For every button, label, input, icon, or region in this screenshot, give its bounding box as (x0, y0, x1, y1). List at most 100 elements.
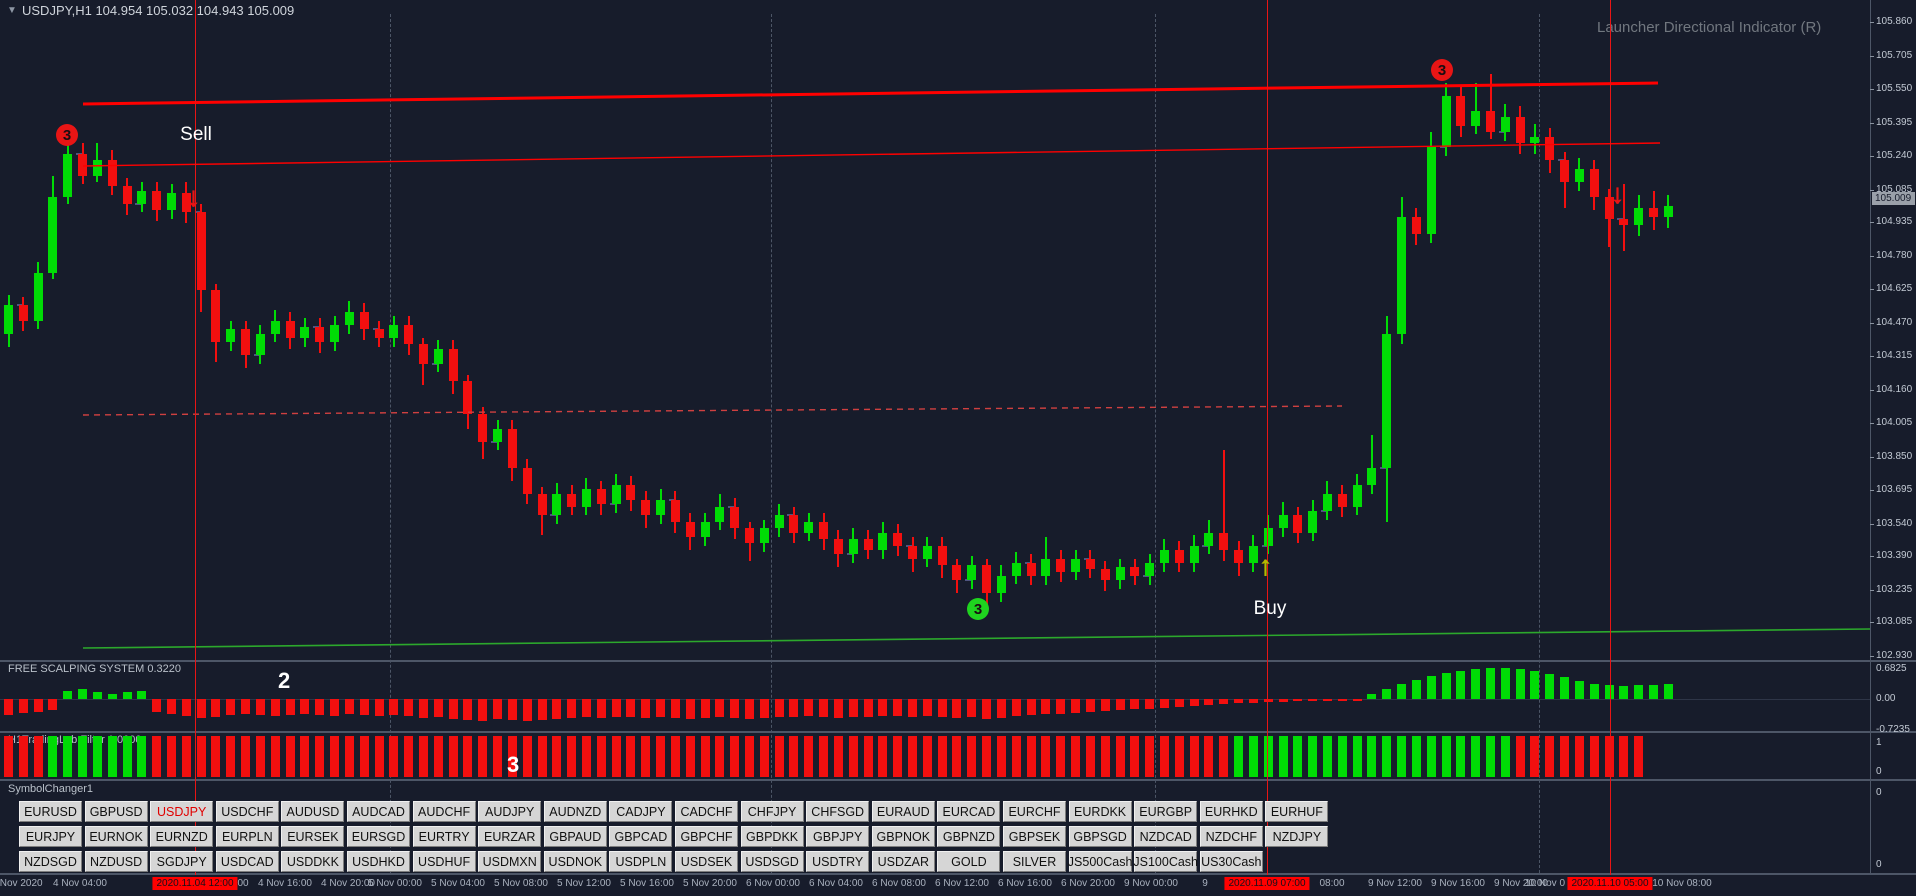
symbol-button-usdpln[interactable]: USDPLN (609, 851, 673, 872)
symbol-button-eurjpy[interactable]: EURJPY (19, 826, 82, 847)
symbol-button-gbpcad[interactable]: GBPCAD (609, 826, 673, 847)
symbol-button-eurtry[interactable]: EURTRY (412, 826, 476, 847)
time-axis-label[interactable]: 9 (1202, 878, 1208, 889)
symbol-button-gbpaud[interactable]: GBPAUD (543, 826, 607, 847)
symbol-button-euraud[interactable]: EURAUD (871, 801, 935, 822)
time-axis-label[interactable]: 9 Nov 20:00 (1494, 878, 1548, 889)
symbol-button-audnzd[interactable]: AUDNZD (543, 801, 607, 822)
price-axis-label[interactable]: 104.470 (1876, 316, 1913, 328)
symbol-button-audjpy[interactable]: AUDJPY (478, 801, 542, 822)
symbol-button-us30cash[interactable]: US30Cash (1199, 851, 1263, 872)
symbol-button-eurcad[interactable]: EURCAD (937, 801, 1001, 822)
time-axis-label[interactable]: 10 Nov 08:00 (1652, 878, 1712, 889)
symbol-button-eurhkd[interactable]: EURHKD (1199, 801, 1263, 822)
time-axis-label[interactable]: 4 Nov 20:00 (321, 878, 375, 889)
symbol-button-audcad[interactable]: AUDCAD (347, 801, 410, 822)
price-axis-label[interactable]: 104.315 (1876, 350, 1913, 362)
symbol-button-gbpsek[interactable]: GBPSEK (1003, 826, 1066, 847)
time-axis-label[interactable]: 5 Nov 08:00 (494, 878, 548, 889)
symbol-button-usdhkd[interactable]: USDHKD (347, 851, 410, 872)
time-axis-label[interactable]: 6 Nov 16:00 (998, 878, 1052, 889)
symbol-button-usdcad[interactable]: USDCAD (215, 851, 279, 872)
price-axis-label[interactable]: 102.930 (1876, 649, 1913, 661)
price-axis-label[interactable]: 105.240 (1876, 150, 1913, 162)
symbol-button-usdzar[interactable]: USDZAR (871, 851, 935, 872)
time-axis-label[interactable]: 6 Nov 00:00 (746, 878, 800, 889)
price-axis-label[interactable]: 104.005 (1876, 417, 1913, 429)
symbol-button-js500cash[interactable]: JS500Cash (1068, 851, 1132, 872)
symbol-button-gbpusd[interactable]: GBPUSD (84, 801, 148, 822)
symbol-button-gbpnzd[interactable]: GBPNZD (937, 826, 1001, 847)
price-axis-label[interactable]: 103.085 (1876, 616, 1913, 628)
symbol-button-eursgd[interactable]: EURSGD (347, 826, 410, 847)
chevron-down-icon[interactable]: ▼ (7, 5, 17, 16)
symbol-button-eurnok[interactable]: EURNOK (84, 826, 148, 847)
symbol-button-gold[interactable]: GOLD (937, 851, 1001, 872)
symbol-button-eurgbp[interactable]: EURGBP (1134, 801, 1198, 822)
symbol-button-nzdsgd[interactable]: NZDSGD (19, 851, 82, 872)
time-axis-label[interactable]: 5 Nov 20:00 (683, 878, 737, 889)
symbol-button-chfsgd[interactable]: CHFSGD (806, 801, 870, 822)
symbol-button-cadjpy[interactable]: CADJPY (609, 801, 673, 822)
price-axis-label[interactable]: 105.860 (1876, 16, 1913, 27)
time-axis-label[interactable]: 5 Nov 00:00 (368, 878, 422, 889)
time-axis-label[interactable]: 9 Nov 12:00 (1368, 878, 1422, 889)
price-axis-label[interactable]: 103.850 (1876, 450, 1913, 462)
symbol-button-eurhuf[interactable]: EURHUF (1265, 801, 1329, 822)
symbol-button-usdhuf[interactable]: USDHUF (412, 851, 476, 872)
separator-w2-w3[interactable] (0, 779, 1916, 781)
time-axis-label[interactable]: 4 Nov 04:00 (53, 878, 107, 889)
symbol-button-usdsek[interactable]: USDSEK (675, 851, 738, 872)
symbol-button-gbpjpy[interactable]: GBPJPY (806, 826, 870, 847)
time-axis-label[interactable]: 9 Nov 16:00 (1431, 878, 1485, 889)
symbol-button-usdjpy[interactable]: USDJPY (150, 801, 214, 822)
time-axis-label[interactable]: 5 Nov 04:00 (431, 878, 485, 889)
time-axis-label[interactable]: 6 Nov 04:00 (809, 878, 863, 889)
symbol-button-eurpln[interactable]: EURPLN (215, 826, 279, 847)
symbol-button-silver[interactable]: SILVER (1003, 851, 1066, 872)
price-axis-label[interactable]: 105.085 (1876, 183, 1913, 195)
time-axis-label[interactable]: 08:00 (1319, 878, 1345, 889)
price-axis-label[interactable]: 103.390 (1876, 550, 1913, 562)
price-axis-label[interactable]: 104.935 (1876, 216, 1913, 228)
price-axis-label[interactable]: 103.540 (1876, 517, 1913, 529)
symbol-button-gbpnok[interactable]: GBPNOK (871, 826, 935, 847)
price-axis-label[interactable]: 103.235 (1876, 583, 1913, 595)
symbol-button-usddkk[interactable]: USDDKK (281, 851, 345, 872)
time-axis-label[interactable]: 5 Nov 12:00 (557, 878, 611, 889)
symbol-button-eurusd[interactable]: EURUSD (19, 801, 82, 822)
separator-w1-w2[interactable] (0, 731, 1916, 733)
symbol-button-nzdusd[interactable]: NZDUSD (84, 851, 148, 872)
time-axis-label[interactable]: 00 (237, 878, 249, 889)
symbol-button-eurdkk[interactable]: EURDKK (1068, 801, 1132, 822)
price-axis-label[interactable]: 105.705 (1876, 49, 1913, 61)
price-axis-label[interactable]: 103.695 (1876, 484, 1913, 496)
price-axis-label[interactable]: 104.160 (1876, 383, 1913, 395)
symbol-button-usdchf[interactable]: USDCHF (215, 801, 279, 822)
symbol-button-sgdjpy[interactable]: SGDJPY (150, 851, 214, 872)
symbol-button-js100cash[interactable]: JS100Cash (1133, 851, 1198, 872)
time-axis-label[interactable]: 6 Nov 12:00 (935, 878, 989, 889)
time-axis-label[interactable]: 5 Nov 16:00 (620, 878, 674, 889)
time-axis-label[interactable]: 9 Nov 00:00 (1124, 878, 1178, 889)
symbol-button-usdsgd[interactable]: USDSGD (740, 851, 804, 872)
price-axis-label[interactable]: 105.550 (1876, 83, 1913, 95)
symbol-button-eurnzd[interactable]: EURNZD (150, 826, 214, 847)
time-axis-label[interactable]: 6 Nov 08:00 (872, 878, 926, 889)
symbol-button-audusd[interactable]: AUDUSD (281, 801, 345, 822)
symbol-button-cadchf[interactable]: CADCHF (675, 801, 738, 822)
symbol-button-eursek[interactable]: EURSEK (281, 826, 345, 847)
time-axis-label[interactable]: 4 Nov 2020 (0, 878, 43, 889)
price-axis-label[interactable]: 105.395 (1876, 116, 1913, 128)
symbol-button-usdnok[interactable]: USDNOK (543, 851, 607, 872)
time-axis-label[interactable]: 4 Nov 16:00 (258, 878, 312, 889)
time-axis-label[interactable]: 10 Nov 0 (1524, 878, 1566, 889)
price-axis-label[interactable]: 104.780 (1876, 249, 1913, 261)
symbol-button-nzdjpy[interactable]: NZDJPY (1265, 826, 1329, 847)
time-axis-label[interactable]: 6 Nov 20:00 (1061, 878, 1115, 889)
symbol-button-gbpsgd[interactable]: GBPSGD (1068, 826, 1132, 847)
price-axis-label[interactable]: 104.625 (1876, 283, 1913, 295)
symbol-button-gbpchf[interactable]: GBPCHF (675, 826, 738, 847)
symbol-button-usdtry[interactable]: USDTRY (806, 851, 870, 872)
symbol-button-nzdchf[interactable]: NZDCHF (1199, 826, 1263, 847)
